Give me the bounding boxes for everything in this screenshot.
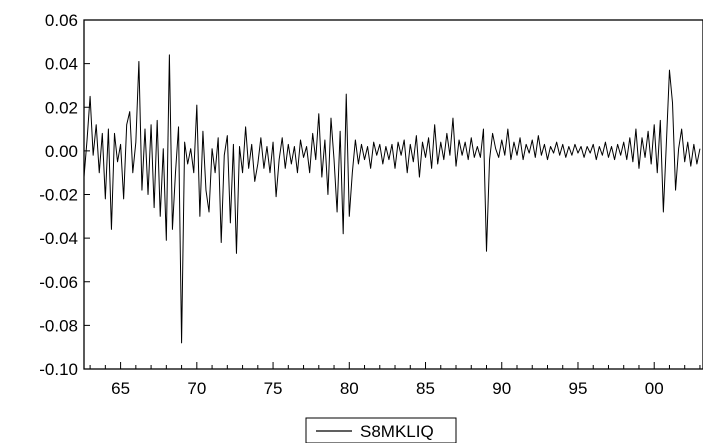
x-tick-label: 90 — [492, 379, 511, 398]
y-tick-label: 0.06 — [45, 11, 78, 30]
y-tick-label: -0.06 — [39, 273, 78, 292]
y-tick-label: -0.08 — [39, 316, 78, 335]
x-tick-label: 65 — [111, 379, 130, 398]
legend: S8MKLIQ — [305, 417, 457, 443]
x-tick-label: 70 — [187, 379, 206, 398]
x-tick-label: 75 — [264, 379, 283, 398]
legend-label-s8mkliq: S8MKLIQ — [360, 422, 434, 441]
y-tick-label: -0.04 — [39, 229, 78, 248]
x-tick-label: 80 — [340, 379, 359, 398]
x-tick-label: 85 — [416, 379, 435, 398]
x-tick-label: 95 — [569, 379, 588, 398]
series-line-s8mkliq — [83, 54, 701, 344]
x-axis: 65 70 75 80 85 90 95 00 — [89, 362, 701, 398]
y-tick-label: 0.00 — [45, 142, 78, 161]
y-tick-label: 0.04 — [45, 55, 78, 74]
y-tick-label: -0.02 — [39, 186, 78, 205]
y-tick-label: -0.10 — [39, 360, 78, 379]
y-axis: 0.06 0.04 0.02 0.00 -0.02 -0.04 -0.06 -0.08 -0.1… — [39, 11, 90, 379]
plot-frame — [83, 19, 703, 370]
x-tick-label: 00 — [645, 379, 664, 398]
y-tick-label: 0.02 — [45, 98, 78, 117]
